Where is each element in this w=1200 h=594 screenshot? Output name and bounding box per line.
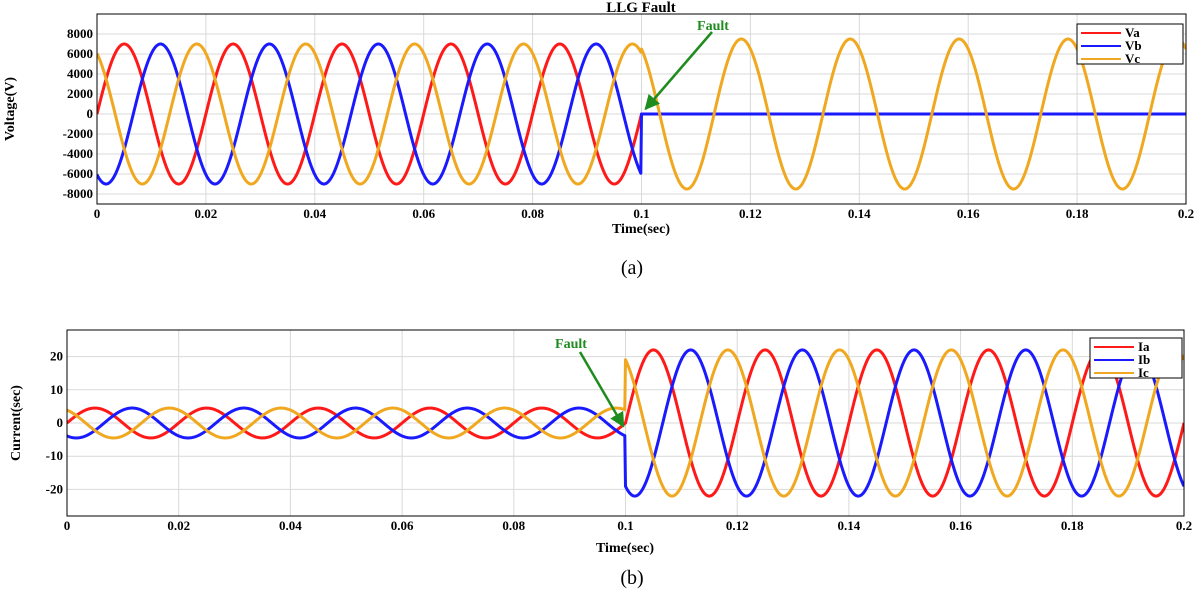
x-axis-ticks: 0 0.02 0.04 0.06 0.08 0.1 0.12 0.14 0.16 0.18 0.2: [64, 518, 1192, 533]
fault-label: Fault: [697, 19, 729, 34]
series-line-ib: [67, 348, 1184, 498]
series-group: [97, 37, 1186, 191]
x-tick-label: 0.2: [1178, 206, 1194, 221]
y-tick-label: -20: [46, 481, 63, 496]
y-tick-label: -10: [46, 448, 63, 463]
x-tick-label: 0.08: [502, 518, 525, 533]
x-axis-ticks: 0 0.02 0.04 0.06 0.08 0.1 0.12 0.14 0.16 0.18 0.2: [94, 206, 1194, 221]
legend-label-va: Va: [1125, 25, 1140, 40]
x-tick-label: 0.2: [1176, 518, 1192, 533]
legend-label-vc: Vc: [1125, 51, 1140, 66]
series-line-vb: [97, 42, 1186, 186]
fault-arrow: [578, 351, 625, 428]
caption: (a): [621, 257, 643, 279]
y-tick-label: 8000: [67, 26, 93, 41]
fault-annotation: Fault: [644, 19, 729, 111]
y-axis-label: Voltage(V): [3, 77, 18, 141]
legend-label-ia: Ia: [1138, 339, 1150, 354]
y-tick-label: 6000: [67, 46, 93, 61]
y-axis-ticks: -8000 -6000 -4000 -2000 0 2000 4000 6000 8000: [63, 26, 93, 201]
x-tick-label: 0.12: [739, 206, 762, 221]
legend-label-ic: Ic: [1138, 365, 1149, 380]
x-tick-label: 0: [64, 518, 71, 533]
x-tick-label: 0.02: [195, 206, 218, 221]
x-tick-label: 0.18: [1066, 206, 1089, 221]
x-tick-label: 0.08: [521, 206, 544, 221]
x-tick-label: 0: [94, 206, 101, 221]
y-tick-label: 20: [50, 349, 63, 364]
x-tick-label: 0.1: [633, 206, 649, 221]
caption: (b): [620, 567, 643, 589]
y-tick-label: 0: [57, 415, 64, 430]
x-tick-label: 0.14: [848, 206, 871, 221]
plot-frame: [66, 329, 1185, 517]
legend-box: [1089, 337, 1183, 379]
y-tick-label: -2000: [63, 126, 93, 141]
series-line-ia: [67, 348, 1184, 498]
voltage-chart: 0 0.02 0.04 0.06 0.08 0.1 0.12 0.14 0.16 0.18 0.2 …: [3, 0, 1194, 279]
x-tick-label: 0.18: [1061, 518, 1084, 533]
x-tick-label: 0.16: [949, 518, 972, 533]
y-axis-ticks: -20 -10 0 10 20: [46, 349, 63, 497]
y-tick-label: 10: [50, 382, 63, 397]
x-tick-label: 0.16: [957, 206, 980, 221]
plot-frame: [96, 13, 1187, 205]
chart-title: LLG Fault: [606, 0, 676, 16]
legend-label-ib: Ib: [1138, 352, 1150, 367]
y-tick-label: -8000: [63, 186, 93, 201]
x-tick-label: 0.14: [838, 518, 861, 533]
y-axis-label: Current(sec): [9, 385, 24, 461]
x-tick-label: 0.06: [412, 206, 435, 221]
y-tick-label: 4000: [67, 66, 93, 81]
x-axis-label: Time(sec): [596, 541, 654, 556]
x-tick-label: 0.06: [391, 518, 414, 533]
x-tick-label: 0.04: [279, 518, 302, 533]
fault-label: Fault: [555, 337, 587, 352]
y-tick-label: 2000: [67, 86, 93, 101]
series-line-ic: [67, 348, 1184, 498]
series-group: [67, 348, 1184, 498]
legend-label-vb: Vb: [1125, 38, 1142, 53]
x-tick-label: 0.1: [617, 518, 633, 533]
series-line-vc: [97, 37, 1186, 191]
legend-box: [1076, 23, 1184, 65]
fault-annotation: Fault: [555, 337, 625, 428]
x-axis-label: Time(sec): [612, 222, 670, 237]
x-tick-label: 0.04: [303, 206, 326, 221]
y-tick-label: -6000: [63, 166, 93, 181]
y-tick-label: 0: [87, 106, 94, 121]
current-chart: 0 0.02 0.04 0.06 0.08 0.1 0.12 0.14 0.16 0.18 0.2 …: [9, 329, 1192, 589]
fault-arrow: [644, 31, 713, 111]
x-tick-label: 0.12: [726, 518, 749, 533]
x-tick-label: 0.02: [167, 518, 190, 533]
y-tick-label: -4000: [63, 146, 93, 161]
